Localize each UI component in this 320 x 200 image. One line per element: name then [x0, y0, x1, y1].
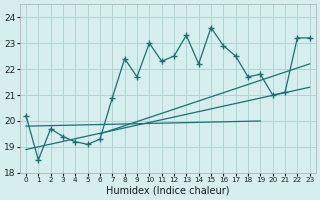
X-axis label: Humidex (Indice chaleur): Humidex (Indice chaleur) [106, 186, 229, 196]
